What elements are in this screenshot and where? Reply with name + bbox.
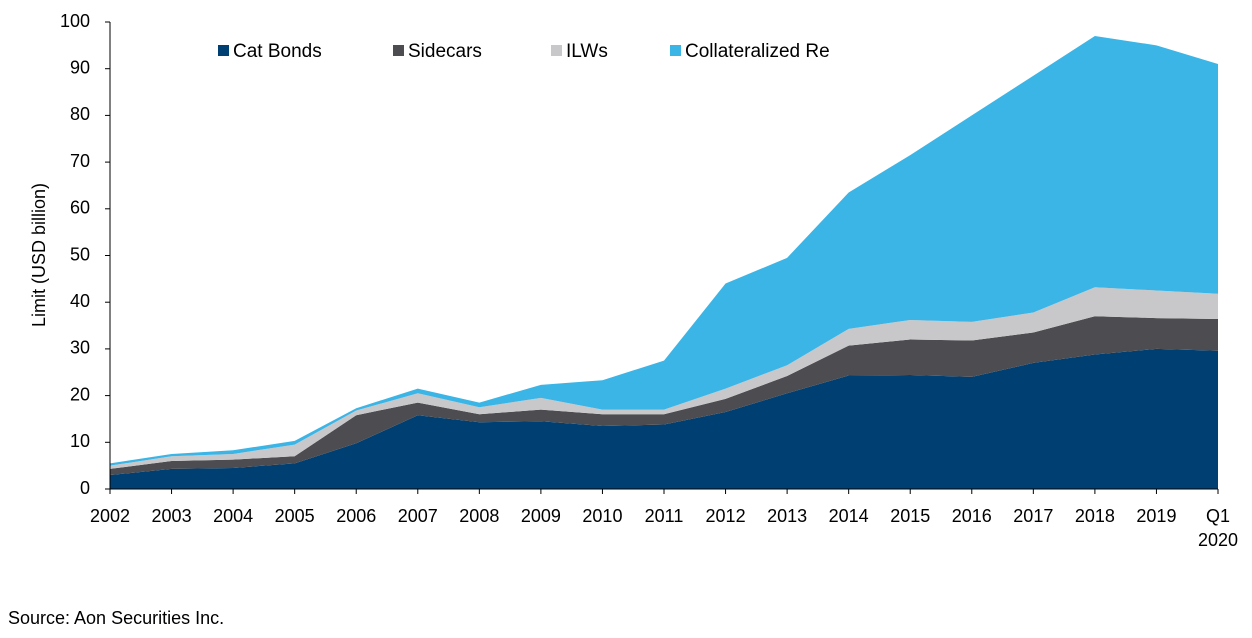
x-tick-label: 2013 bbox=[767, 506, 807, 526]
x-tick-label: 2002 bbox=[90, 506, 130, 526]
area bbox=[110, 316, 1218, 475]
y-axis-label: Limit (USD billion) bbox=[29, 183, 49, 327]
source-note: Source: Aon Securities Inc. bbox=[8, 608, 224, 628]
y-tick-label: 0 bbox=[80, 478, 90, 498]
y-tick-label: 50 bbox=[70, 244, 90, 264]
y-tick-label: 90 bbox=[70, 57, 90, 77]
legend-label: Collateralized Re bbox=[685, 41, 830, 62]
x-tick-label: 2010 bbox=[582, 506, 622, 526]
x-tick-label: Q1 2020 bbox=[1198, 506, 1238, 550]
y-tick-label: 40 bbox=[70, 291, 90, 311]
area bbox=[110, 36, 1218, 466]
y-tick-label: 10 bbox=[70, 431, 90, 451]
legend-swatch bbox=[218, 45, 229, 56]
y-tick-label: 20 bbox=[70, 384, 90, 404]
area bbox=[110, 348, 1218, 489]
x-tick-label: 2009 bbox=[521, 506, 561, 526]
y-tick-label: 100 bbox=[60, 11, 90, 31]
legend-label: Cat Bonds bbox=[233, 41, 322, 62]
legend-swatch bbox=[393, 45, 404, 56]
x-tick-label: 2014 bbox=[829, 506, 869, 526]
x-tick-label: 2006 bbox=[336, 506, 376, 526]
area bbox=[110, 287, 1218, 469]
x-tick-label: 2007 bbox=[398, 506, 438, 526]
x-tick-label: 2012 bbox=[706, 506, 746, 526]
y-tick-label: 80 bbox=[70, 104, 90, 124]
x-tick-label: 2011 bbox=[645, 506, 684, 526]
x-tick-label: 2005 bbox=[275, 506, 315, 526]
x-tick-label: 2008 bbox=[459, 506, 499, 526]
x-tick-label: 2003 bbox=[152, 506, 192, 526]
legend-swatch bbox=[670, 45, 681, 56]
x-tick-label: 2018 bbox=[1075, 506, 1115, 526]
y-tick-label: 70 bbox=[70, 151, 90, 171]
y-tick-label: 60 bbox=[70, 198, 90, 218]
x-tick-label: 2015 bbox=[890, 506, 930, 526]
legend-label: Sidecars bbox=[408, 41, 482, 62]
x-tick-label: 2016 bbox=[952, 506, 992, 526]
x-tick-label: 2019 bbox=[1136, 506, 1176, 526]
x-tick-label: 2017 bbox=[1013, 506, 1053, 526]
legend-swatch bbox=[551, 45, 562, 56]
y-tick-label: 30 bbox=[70, 338, 90, 358]
legend-label: ILWs bbox=[566, 41, 608, 62]
x-tick-label: 2004 bbox=[213, 506, 253, 526]
